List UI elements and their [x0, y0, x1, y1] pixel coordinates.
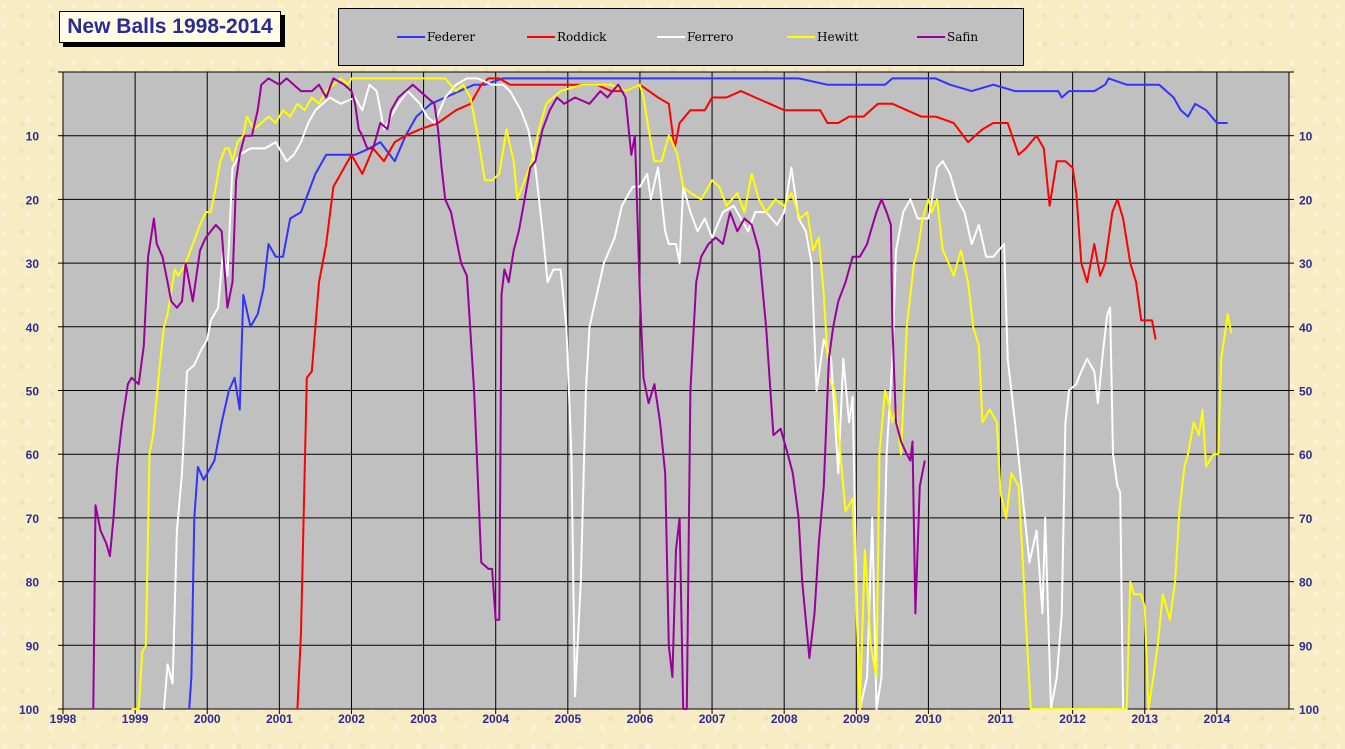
y-tick-label-left: 90 — [26, 639, 40, 653]
series-line-ferrero — [163, 77, 1125, 710]
y-tick-label-right: 60 — [1299, 448, 1313, 462]
x-tick-label: 2002 — [338, 712, 365, 726]
series-line-hewitt — [131, 77, 1233, 710]
y-tick-label-left: 70 — [26, 512, 40, 526]
y-tick-label-right: 70 — [1299, 512, 1313, 526]
x-tick-label: 2001 — [266, 712, 293, 726]
series-line-roddick — [296, 77, 1157, 710]
x-tick-label: 2006 — [627, 712, 654, 726]
x-tick-label: 1999 — [122, 712, 149, 726]
y-tick-label-left: 80 — [26, 576, 40, 590]
chart-legend: Federer Roddick Ferrero Hewitt Safin — [338, 8, 1024, 66]
x-tick-label: 2009 — [843, 712, 870, 726]
legend-swatch — [917, 36, 945, 38]
y-tick-label-left: 30 — [26, 257, 40, 271]
y-tick-label-left: 100 — [19, 703, 39, 717]
y-tick-label-left: 10 — [26, 130, 40, 144]
y-tick-label-right: 50 — [1299, 385, 1313, 399]
legend-item-federer: Federer — [397, 29, 475, 45]
x-tick-label: 2014 — [1204, 712, 1231, 726]
x-tick-label: 2008 — [771, 712, 798, 726]
legend-item-safin: Safin — [917, 29, 978, 45]
legend-swatch — [397, 36, 425, 38]
x-tick-label: 2013 — [1131, 712, 1158, 726]
legend-label: Roddick — [557, 30, 607, 44]
legend-label: Safin — [947, 30, 979, 44]
y-tick-label-right: 100 — [1299, 703, 1319, 717]
legend-item-hewitt: Hewitt — [787, 29, 858, 45]
y-tick-label-right: 80 — [1299, 576, 1313, 590]
y-tick-label-right: 10 — [1299, 130, 1313, 144]
y-tick-label-right: 40 — [1299, 321, 1313, 335]
series-line-safin — [92, 77, 926, 710]
y-tick-label-left: 40 — [26, 321, 40, 335]
x-tick-label: 2007 — [699, 712, 726, 726]
x-tick-label: 2010 — [915, 712, 942, 726]
x-tick-label: 2005 — [554, 712, 581, 726]
y-tick-label-left: 50 — [26, 385, 40, 399]
legend-label: Ferrero — [687, 30, 734, 44]
x-tick-label: 2003 — [410, 712, 437, 726]
x-tick-label: 1998 — [50, 712, 77, 726]
x-tick-label: 2011 — [988, 712, 1014, 726]
y-tick-label-right: 90 — [1299, 639, 1313, 653]
y-tick-label-right: 30 — [1299, 257, 1313, 271]
series-line-federer — [188, 77, 1228, 710]
legend-label: Hewitt — [817, 30, 859, 44]
legend-swatch — [657, 36, 685, 38]
x-tick-label: 2000 — [194, 712, 221, 726]
legend-swatch — [527, 36, 555, 38]
chart-title: New Balls 1998-2014 — [59, 11, 281, 43]
x-tick-label: 2012 — [1059, 712, 1086, 726]
legend-item-ferrero: Ferrero — [657, 29, 733, 45]
legend-swatch — [787, 36, 815, 38]
y-tick-label-left: 20 — [26, 193, 40, 207]
y-tick-label-right: 20 — [1299, 193, 1313, 207]
x-tick-label: 2004 — [482, 712, 509, 726]
legend-item-roddick: Roddick — [527, 29, 606, 45]
y-tick-label-left: 60 — [26, 448, 40, 462]
legend-label: Federer — [427, 30, 476, 44]
